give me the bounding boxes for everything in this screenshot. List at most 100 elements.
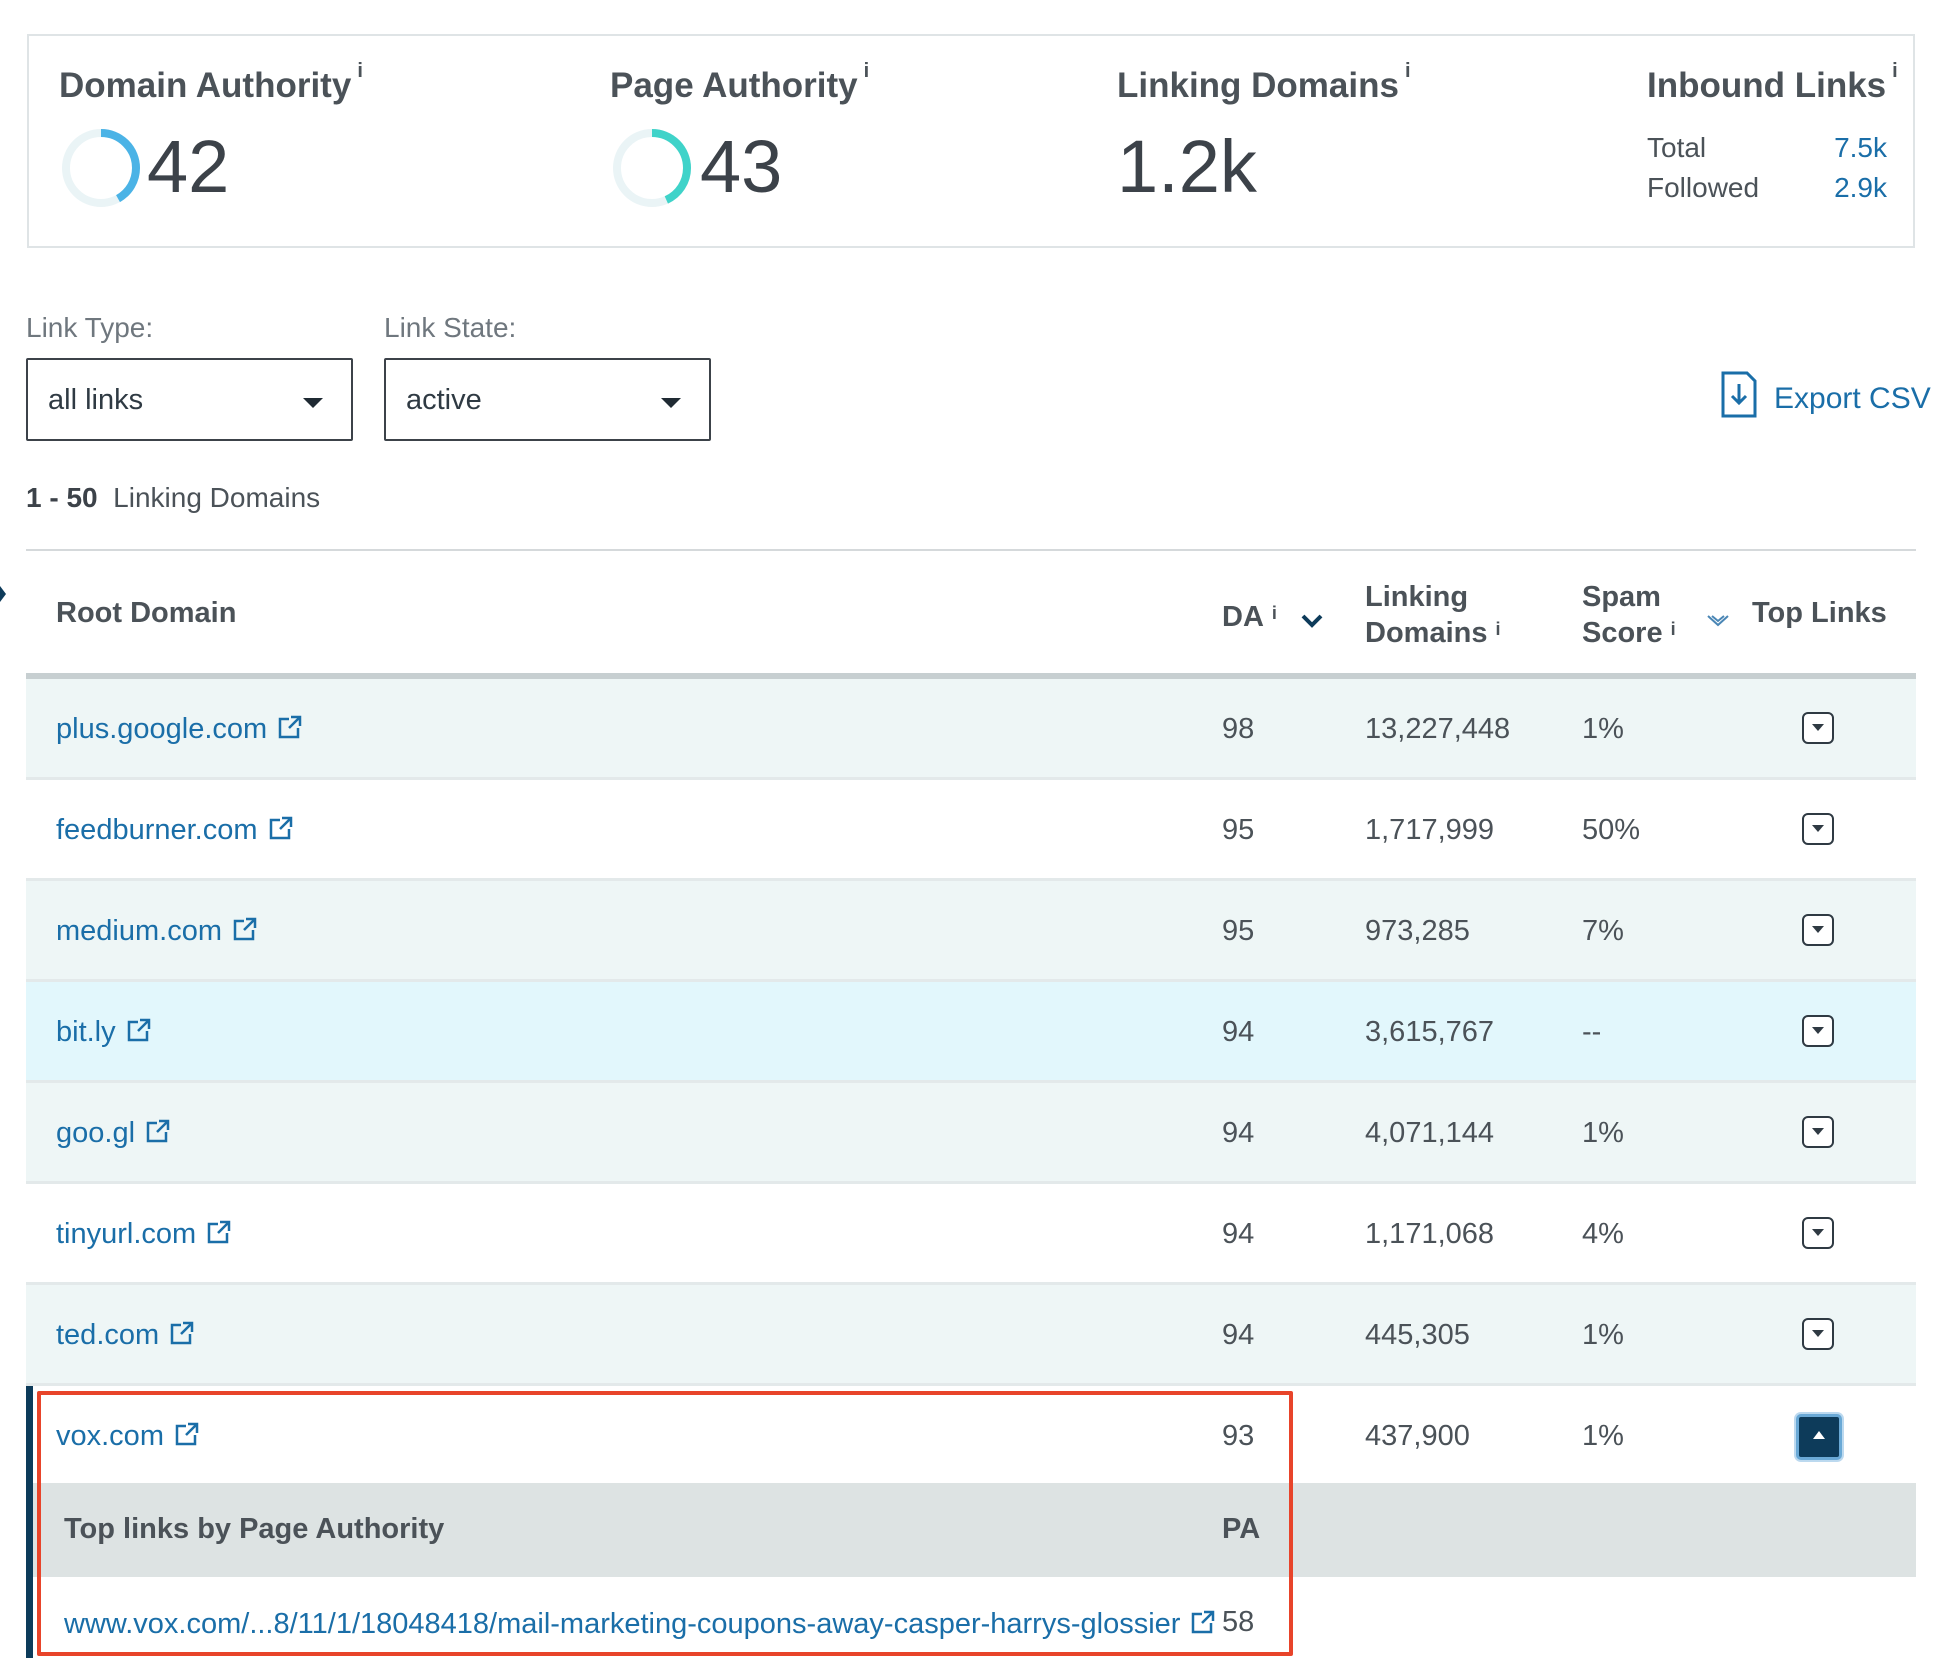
link-state-value: active — [406, 384, 482, 416]
linking-domains-value: 3,615,767 — [1365, 1016, 1495, 1048]
chevron-down-icon — [1812, 724, 1824, 731]
export-csv-button[interactable]: Export CSV — [1719, 370, 1931, 424]
link-state-select[interactable]: active — [384, 358, 711, 441]
chevron-down-icon — [1812, 825, 1824, 832]
result-range: 1 - 50 Linking Domains — [26, 482, 320, 514]
top-links-title: Top links by Page Authority — [64, 1513, 445, 1545]
expand-top-links-button[interactable] — [1802, 1318, 1834, 1350]
domain-link[interactable]: feedburner.com — [56, 814, 294, 847]
table-row: tinyurl.com 94 1,171,068 4% — [26, 1184, 1916, 1285]
expand-top-links-button[interactable] — [1802, 712, 1834, 744]
header-da[interactable]: DA i — [1222, 601, 1277, 633]
inbound-followed-row: Followed 2.9k — [1647, 172, 1887, 208]
top-links-header: Top links by Page Authority PA — [33, 1483, 1916, 1577]
external-link-icon[interactable] — [1190, 1609, 1216, 1635]
domain-authority-value: 42 — [147, 125, 230, 208]
expand-top-links-button[interactable] — [1802, 914, 1834, 946]
domain-link[interactable]: plus.google.com — [56, 713, 303, 746]
sort-desc-outline-icon[interactable] — [1706, 613, 1730, 629]
external-link-icon[interactable] — [126, 1017, 152, 1043]
info-icon[interactable]: i — [1495, 619, 1501, 639]
domain-link[interactable]: tinyurl.com — [56, 1218, 232, 1251]
external-link-icon[interactable] — [169, 1320, 195, 1346]
external-link-icon[interactable] — [145, 1118, 171, 1144]
external-link-icon[interactable] — [232, 916, 258, 942]
linking-domains-value: 1,171,068 — [1365, 1218, 1495, 1250]
link-type-label: Link Type: — [26, 312, 154, 343]
info-icon[interactable]: i — [1670, 619, 1676, 639]
collapse-top-links-button[interactable] — [1796, 1414, 1842, 1460]
domain-authority-ring — [62, 129, 140, 207]
linking-domains-value: 13,227,448 — [1365, 713, 1511, 745]
link-state-label: Link State: — [384, 312, 517, 343]
table-row: plus.google.com 98 13,227,448 1% — [26, 679, 1916, 780]
caret-down-icon — [661, 398, 681, 408]
export-csv-label: Export CSV — [1774, 382, 1931, 415]
external-link-icon[interactable] — [206, 1219, 232, 1245]
linking-domains-value: 1.2k — [1117, 125, 1257, 208]
domain-link[interactable]: ted.com — [56, 1319, 195, 1352]
chevron-down-icon — [1812, 1330, 1824, 1337]
domain-link[interactable]: goo.gl — [56, 1117, 171, 1150]
table-row: goo.gl 94 4,071,144 1% — [26, 1083, 1916, 1184]
table-row: feedburner.com 95 1,717,999 50% — [26, 780, 1916, 881]
chevron-down-icon — [1812, 926, 1824, 933]
linking-domains-table: Root Domain DA i Linking Domains i Spam Scor… — [26, 549, 1916, 1487]
expand-top-links-button[interactable] — [1802, 1217, 1834, 1249]
metrics-card: Domain Authority i 42 Page Authority i 43 … — [27, 34, 1915, 248]
info-icon[interactable]: i — [863, 60, 870, 82]
external-link-icon[interactable] — [268, 815, 294, 841]
header-spam-score[interactable]: Spam Score i — [1582, 581, 1676, 649]
expand-top-links-button[interactable] — [1802, 813, 1834, 845]
spam-score-value: 1% — [1582, 1420, 1624, 1452]
linking-domains-value: 1,717,999 — [1365, 814, 1495, 846]
da-value: 94 — [1222, 1218, 1255, 1250]
table-row: ted.com 94 445,305 1% — [26, 1285, 1916, 1386]
inbound-total-label: Total — [1647, 132, 1707, 163]
download-file-icon — [1721, 371, 1757, 418]
range-count: 1 - 50 — [26, 482, 98, 513]
expand-top-links-button[interactable] — [1802, 1116, 1834, 1148]
domain-authority-title: Domain Authority i — [59, 60, 363, 105]
spam-score-value: 1% — [1582, 1319, 1624, 1351]
external-link-icon[interactable] — [174, 1421, 200, 1447]
da-value: 94 — [1222, 1016, 1255, 1048]
domain-link[interactable]: bit.ly — [56, 1016, 152, 1049]
domain-link[interactable]: medium.com — [56, 915, 258, 948]
chevron-down-icon — [1812, 1128, 1824, 1135]
link-type-select[interactable]: all links — [26, 358, 353, 441]
linking-domains-title: Linking Domains i — [1117, 60, 1411, 105]
da-value: 98 — [1222, 713, 1255, 745]
spam-score-value: 50% — [1582, 814, 1641, 846]
expand-top-links-button[interactable] — [1802, 1015, 1834, 1047]
spam-score-value: -- — [1582, 1016, 1602, 1048]
top-link-url[interactable]: www.vox.com/...8/11/1/18048418/mail-mark… — [64, 1608, 1216, 1641]
pa-value: 58 — [1222, 1606, 1255, 1638]
chevron-up-icon — [1813, 1431, 1825, 1439]
spam-score-value: 7% — [1582, 915, 1624, 947]
inbound-total-value[interactable]: 7.5k — [1834, 132, 1887, 163]
table-row-expanded: vox.com 93 437,900 1% — [26, 1386, 1916, 1487]
linking-domains-value: 4,071,144 — [1365, 1117, 1495, 1149]
chevron-down-icon — [1812, 1229, 1824, 1236]
da-value: 94 — [1222, 1319, 1255, 1351]
inbound-followed-value[interactable]: 2.9k — [1834, 172, 1887, 203]
info-icon[interactable]: i — [1271, 603, 1277, 623]
range-label: Linking Domains — [113, 482, 321, 513]
info-icon[interactable]: i — [357, 60, 363, 82]
info-icon[interactable]: i — [1892, 60, 1898, 82]
row-pointer-marker — [0, 586, 6, 602]
header-top-links: Top Links — [1752, 597, 1887, 629]
da-value: 94 — [1222, 1117, 1255, 1149]
info-icon[interactable]: i — [1404, 60, 1411, 82]
table-row: bit.ly 94 3,615,767 -- — [26, 982, 1916, 1083]
external-link-icon[interactable] — [277, 714, 303, 740]
header-root-domain[interactable]: Root Domain — [56, 597, 237, 629]
linking-domains-value: 437,900 — [1365, 1420, 1470, 1452]
sort-desc-icon[interactable] — [1300, 613, 1324, 629]
header-linking-domains[interactable]: Linking Domains i — [1365, 581, 1501, 649]
expanded-row-indicator — [26, 1386, 33, 1658]
top-links-panel: Top links by Page Authority PA www.vox.c… — [26, 1386, 1916, 1658]
inbound-total-row: Total 7.5k — [1647, 132, 1887, 168]
domain-link[interactable]: vox.com — [56, 1420, 200, 1453]
